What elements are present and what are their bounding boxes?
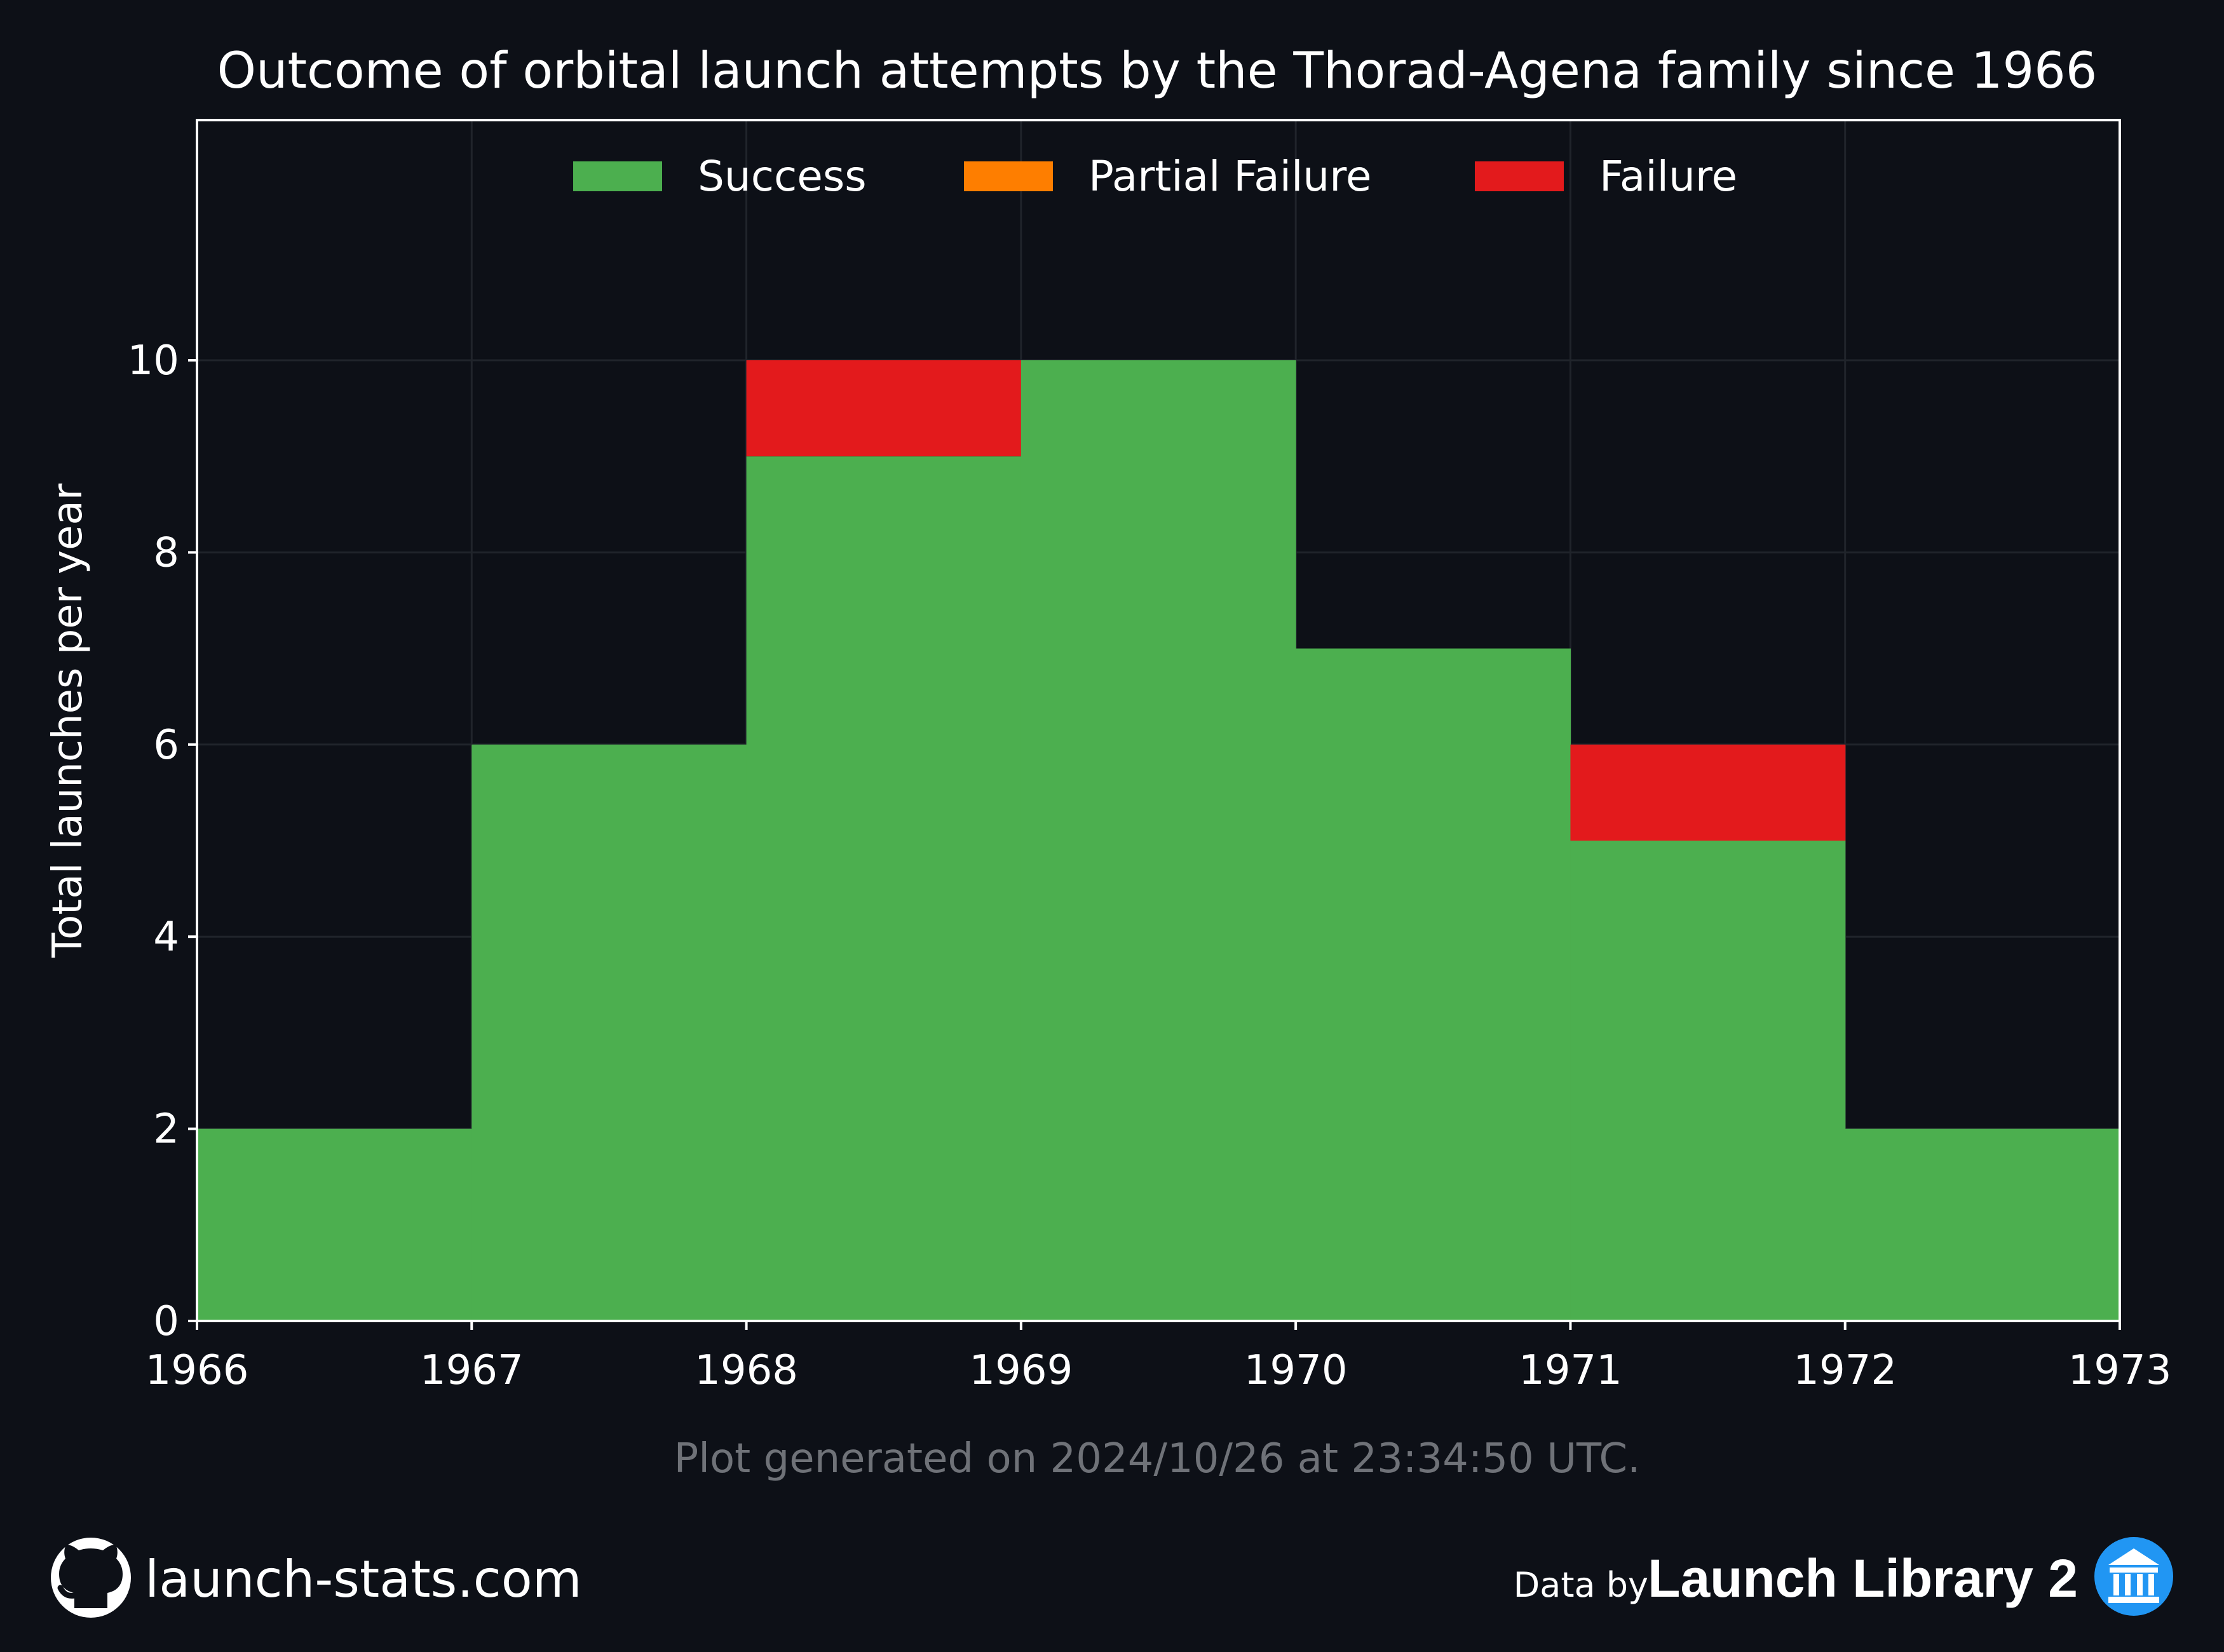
chart-title: Outcome of orbital launch attempts by th… (217, 43, 2098, 100)
legend: Success Partial Failure Failure (573, 152, 1737, 201)
x-tick-label: 1970 (1244, 1347, 1348, 1394)
data-source-brand[interactable]: Launch Library 2 (1648, 1548, 2078, 1608)
site-link[interactable]: launch-stats.com (145, 1550, 582, 1609)
y-tick-label: 4 (153, 914, 179, 961)
y-axis-label: Total launches per year (44, 483, 92, 958)
bar-success-1968 (747, 456, 1022, 1321)
legend-label-failure: Failure (1599, 152, 1737, 201)
bar-failure-1971 (1570, 745, 1845, 841)
x-axis-ticks: 1966 1967 1968 1969 1970 1971 1972 1973 (146, 1321, 2172, 1394)
y-tick-label: 6 (153, 722, 179, 769)
x-tick-label: 1969 (969, 1347, 1073, 1394)
bar-success-1967 (471, 745, 747, 1321)
bar-failure-1968 (747, 360, 1022, 456)
x-tick-label: 1972 (1793, 1347, 1897, 1394)
y-tick-label: 10 (128, 337, 179, 384)
bar-success-1970 (1296, 649, 1571, 1321)
bar-success-1972 (1845, 1129, 2120, 1321)
data-by-prefix: Data by (1514, 1565, 1648, 1605)
bar-success-1969 (1021, 360, 1296, 1321)
x-tick-label: 1971 (1519, 1347, 1622, 1394)
x-tick-label: 1968 (695, 1347, 798, 1394)
x-tick-label: 1973 (2068, 1347, 2172, 1394)
bar-success-1966 (197, 1129, 472, 1321)
generated-note: Plot generated on 2024/10/26 at 23:34:50… (674, 1435, 1641, 1482)
x-tick-label: 1967 (420, 1347, 524, 1394)
bar-success-1971 (1570, 841, 1845, 1321)
legend-label-partial-failure: Partial Failure (1088, 152, 1372, 201)
library-icon (2094, 1537, 2173, 1616)
legend-swatch-failure (1475, 161, 1564, 191)
x-tick-label: 1966 (146, 1347, 249, 1394)
y-tick-label: 2 (153, 1106, 179, 1153)
y-tick-label: 8 (153, 529, 179, 576)
legend-swatch-partial-failure (964, 161, 1053, 191)
bars-layer (197, 360, 2120, 1321)
github-icon (51, 1538, 131, 1618)
y-tick-label: 0 (153, 1298, 179, 1345)
y-axis-ticks: 0 2 4 6 8 10 (128, 337, 197, 1345)
legend-swatch-success (573, 161, 662, 191)
legend-label-success: Success (698, 152, 867, 201)
